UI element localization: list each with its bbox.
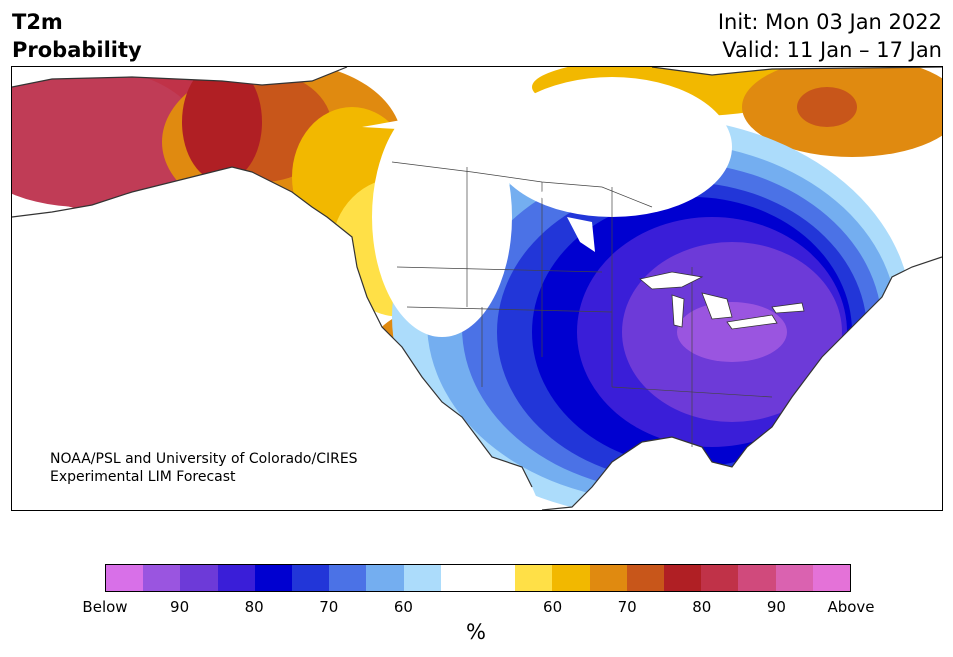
ice-patches <box>362 119 595 252</box>
credit-line-1: NOAA/PSL and University of Colorado/CIRE… <box>50 451 358 467</box>
colorbar-segment <box>701 565 739 591</box>
colorbar-segment <box>812 565 851 591</box>
colorbar-segment <box>515 565 553 591</box>
colorbar-segment <box>589 565 627 591</box>
forecast-dates: Init: Mon 03 Jan 2022 Valid: 11 Jan – 17… <box>718 8 942 64</box>
probability-fill <box>12 67 942 510</box>
init-date: Init: Mon 03 Jan 2022 <box>717 10 942 34</box>
colorbar-segment <box>738 565 776 591</box>
colorbar-segment <box>329 565 367 591</box>
probability-map <box>12 67 942 510</box>
valid-range: Valid: 11 Jan – 17 Jan <box>722 38 942 62</box>
colorbar-segment <box>106 565 144 591</box>
colorbar-tick-label: 70 <box>617 598 637 616</box>
colorbar-tick-label: 90 <box>766 598 786 616</box>
colorbar-segment <box>552 565 590 591</box>
colorbar-tick-labels: Below 90 80 70 60 60 70 80 90 Above <box>0 598 953 618</box>
colorbar-segment <box>775 565 813 591</box>
colorbar-segment <box>664 565 702 591</box>
colorbar-segment <box>180 565 218 591</box>
colorbar-segment <box>217 565 255 591</box>
colorbar-tick-label: 60 <box>543 598 563 616</box>
colorbar-segment <box>143 565 181 591</box>
colorbar-unit: % <box>466 620 486 644</box>
colorbar-segment <box>403 565 441 591</box>
colorbar-segment <box>626 565 665 591</box>
colorbar-tick-label: 70 <box>319 598 339 616</box>
colorbar-tick-label: Above <box>827 598 875 616</box>
coastline <box>12 67 942 510</box>
colorbar-segment <box>366 565 404 591</box>
colorbar-tick-label: 80 <box>692 598 712 616</box>
colorbar-tick-label: Below <box>82 598 128 616</box>
title-variable: T2m <box>12 10 63 34</box>
colorbar-segment <box>254 565 293 591</box>
colorbar-segment <box>440 565 479 591</box>
colorbar-segment <box>292 565 330 591</box>
chart-title: T2m Probability <box>12 8 142 64</box>
colorbar-tick-label: 60 <box>393 598 413 616</box>
title-type: Probability <box>12 38 142 62</box>
map-panel: NOAA/PSL and University of Colorado/CIRE… <box>11 66 943 511</box>
state-borders <box>391 161 773 447</box>
colorbar-tick-label: 80 <box>244 598 264 616</box>
colorbar-segment <box>478 565 516 591</box>
great-lakes <box>639 271 805 330</box>
credit-line-2: Experimental LIM Forecast <box>50 469 236 485</box>
map-credit: NOAA/PSL and University of Colorado/CIRE… <box>50 450 358 486</box>
colorbar <box>105 564 851 592</box>
colorbar-tick-label: 90 <box>170 598 190 616</box>
